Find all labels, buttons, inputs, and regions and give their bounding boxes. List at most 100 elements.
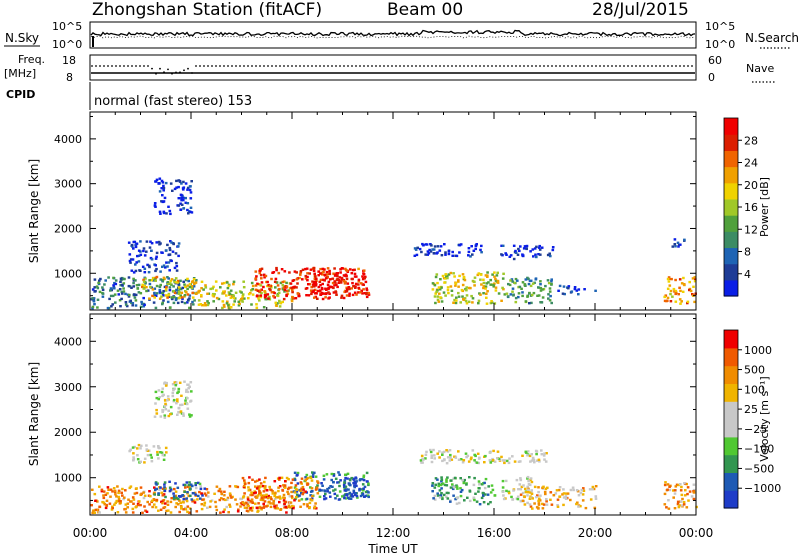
nave-point bbox=[191, 72, 193, 74]
data-cell bbox=[260, 267, 264, 270]
data-cell bbox=[179, 403, 182, 407]
data-cell bbox=[354, 492, 358, 495]
data-cell bbox=[340, 296, 343, 299]
data-cell bbox=[179, 202, 182, 205]
data-cell bbox=[118, 288, 122, 291]
data-cell bbox=[353, 484, 356, 487]
time-tick-label: 00:00 bbox=[679, 526, 714, 540]
data-cell bbox=[444, 253, 447, 256]
data-cell bbox=[254, 485, 257, 488]
data-cell bbox=[276, 292, 280, 296]
data-cell bbox=[671, 245, 675, 248]
data-cell bbox=[186, 505, 190, 508]
data-cell bbox=[270, 497, 273, 501]
data-cell bbox=[426, 253, 429, 256]
data-cell bbox=[291, 289, 294, 292]
data-cell bbox=[509, 254, 513, 257]
data-cell bbox=[365, 292, 368, 295]
data-cell bbox=[531, 497, 534, 500]
data-cell bbox=[682, 276, 685, 280]
y-tick-label: 1000 bbox=[54, 267, 82, 280]
data-cell bbox=[521, 294, 524, 298]
colorbar-segment bbox=[724, 150, 738, 168]
data-cell bbox=[674, 300, 678, 303]
data-cell bbox=[674, 485, 678, 488]
data-cell bbox=[362, 478, 366, 482]
data-cell bbox=[288, 287, 292, 290]
data-cell bbox=[327, 286, 331, 290]
data-cell bbox=[329, 485, 332, 488]
data-cell bbox=[528, 503, 532, 506]
data-cell bbox=[310, 487, 314, 490]
data-cell bbox=[467, 460, 471, 463]
data-cell bbox=[251, 506, 254, 509]
data-cell bbox=[326, 487, 329, 491]
data-cell bbox=[182, 207, 186, 210]
data-cell bbox=[228, 505, 232, 508]
data-cell bbox=[550, 282, 553, 286]
data-cell bbox=[473, 498, 476, 502]
data-cell bbox=[533, 461, 536, 464]
data-cell bbox=[322, 270, 325, 273]
data-cell bbox=[260, 281, 264, 284]
nave-point bbox=[159, 67, 161, 70]
data-cell bbox=[346, 288, 349, 291]
data-cell bbox=[449, 453, 452, 457]
data-cell bbox=[343, 290, 346, 294]
nave-point bbox=[279, 65, 281, 67]
colorbar-segment bbox=[724, 263, 738, 281]
data-cell bbox=[689, 289, 693, 293]
data-cell bbox=[309, 476, 313, 480]
data-cell bbox=[269, 505, 273, 509]
data-cell bbox=[155, 251, 159, 255]
data-cell bbox=[241, 476, 245, 480]
data-cell bbox=[471, 301, 474, 304]
data-cell bbox=[296, 473, 299, 477]
data-cell bbox=[210, 499, 214, 502]
data-cell bbox=[137, 291, 141, 294]
data-cell bbox=[170, 241, 173, 244]
data-cell bbox=[128, 486, 132, 490]
power-data-cells bbox=[90, 177, 697, 310]
data-cell bbox=[298, 276, 301, 280]
data-cell bbox=[243, 297, 246, 300]
data-cell bbox=[549, 294, 552, 298]
data-cell bbox=[348, 497, 351, 500]
data-cell bbox=[293, 499, 296, 502]
data-cell bbox=[106, 486, 110, 489]
data-cell bbox=[362, 487, 365, 490]
data-cell bbox=[458, 274, 461, 278]
data-cell bbox=[459, 490, 463, 493]
data-cell bbox=[174, 252, 178, 255]
velocity-data-cells bbox=[90, 380, 698, 515]
data-cell bbox=[159, 212, 162, 215]
data-cell bbox=[194, 281, 198, 284]
nave-point bbox=[271, 65, 273, 67]
data-cell bbox=[681, 497, 684, 501]
data-cell bbox=[221, 300, 225, 303]
data-cell bbox=[686, 301, 689, 305]
data-cell bbox=[686, 486, 690, 489]
data-cell bbox=[160, 451, 164, 454]
data-cell bbox=[693, 300, 696, 304]
data-cell bbox=[530, 492, 534, 495]
data-cell bbox=[324, 296, 327, 299]
data-cell bbox=[98, 290, 102, 294]
data-cell bbox=[165, 381, 168, 385]
data-cell bbox=[179, 410, 183, 413]
data-cell bbox=[190, 390, 193, 393]
data-cell bbox=[465, 483, 468, 486]
data-cell bbox=[447, 273, 451, 276]
data-cell bbox=[178, 510, 181, 514]
data-cell bbox=[205, 488, 209, 491]
data-cell bbox=[450, 289, 454, 292]
data-cell bbox=[537, 486, 540, 489]
data-cell bbox=[196, 498, 199, 501]
data-cell bbox=[508, 457, 511, 460]
data-cell bbox=[446, 288, 450, 292]
data-cell bbox=[336, 277, 339, 280]
data-cell bbox=[500, 253, 503, 256]
data-cell bbox=[548, 299, 552, 302]
data-cell bbox=[220, 497, 223, 500]
data-cell bbox=[135, 242, 139, 245]
